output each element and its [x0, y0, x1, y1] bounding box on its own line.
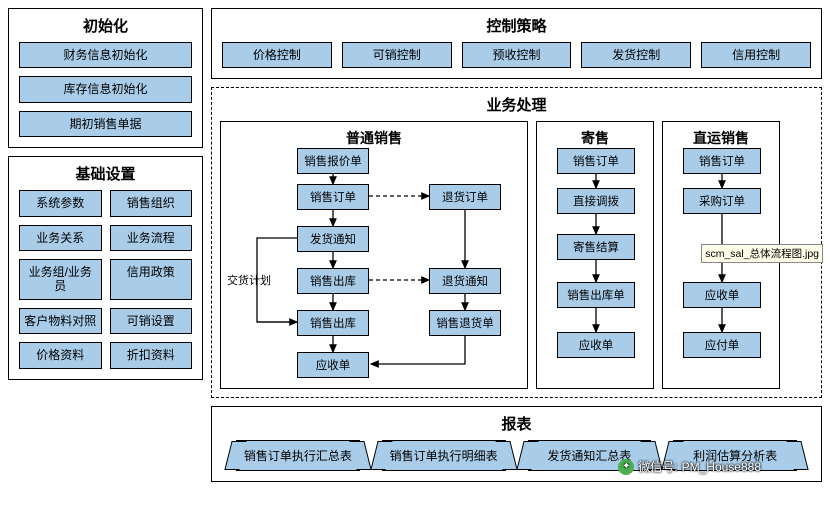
consign-transfer: 直接调拨 — [557, 188, 635, 214]
direct-order: 销售订单 — [683, 148, 761, 174]
consign-recv: 应收单 — [557, 332, 635, 358]
panel-base: 基础设置 系统参数 销售组织 业务关系 业务流程 业务组/业务员 信用政策 客户… — [8, 156, 203, 379]
label-delivery-plan: 交货计划 — [227, 272, 271, 288]
control-item: 发货控制 — [581, 42, 691, 68]
watermark-label: 微信号: — [638, 458, 677, 475]
node-out: 销售出库 — [297, 268, 369, 294]
node-order: 销售订单 — [297, 184, 369, 210]
wechat-icon: ✦ — [618, 459, 634, 475]
control-item: 预收控制 — [462, 42, 572, 68]
base-item: 客户物料对照 — [19, 308, 102, 334]
left-column: 初始化 财务信息初始化 库存信息初始化 期初销售单据 基础设置 系统参数 销售组… — [8, 8, 203, 482]
init-item: 库存信息初始化 — [19, 76, 192, 102]
panel-control: 控制策略 价格控制 可销控制 预收控制 发货控制 信用控制 — [211, 8, 822, 79]
watermark-id: PM_House888 — [682, 460, 761, 474]
right-column: 控制策略 价格控制 可销控制 预收控制 发货控制 信用控制 业务处理 普通销售 — [211, 8, 822, 482]
direct-pay: 应付单 — [683, 332, 761, 358]
panel-init-title: 初始化 — [19, 15, 192, 36]
consign-order: 销售订单 — [557, 148, 635, 174]
base-item: 业务组/业务员 — [19, 259, 102, 300]
panel-direct-title: 直运销售 — [669, 128, 773, 148]
node-ret-notify: 退货通知 — [429, 268, 501, 294]
node-ret-order: 退货订单 — [429, 184, 501, 210]
node-notify: 发货通知 — [297, 226, 369, 252]
base-item: 业务关系 — [19, 225, 102, 251]
panel-consign-title: 寄售 — [543, 128, 647, 148]
image-tooltip: scm_sal_总体流程图.jpg — [701, 244, 823, 263]
report-item: 销售订单执行明细表 — [382, 440, 506, 471]
consign-settle: 寄售结算 — [557, 234, 635, 260]
base-item: 销售组织 — [110, 190, 193, 216]
panel-normal-title: 普通销售 — [227, 128, 521, 148]
control-item: 信用控制 — [701, 42, 811, 68]
direct-po: 采购订单 — [683, 188, 761, 214]
panel-consign: 寄售 销售订单 直接调拨 寄售结算 销售出库单 应收单 — [536, 121, 654, 389]
node-ret-doc: 销售退货单 — [429, 310, 501, 336]
panel-normal: 普通销售 — [220, 121, 528, 389]
panel-base-title: 基础设置 — [19, 163, 192, 184]
base-item: 信用政策 — [110, 259, 193, 300]
consign-out: 销售出库单 — [557, 282, 635, 308]
init-item: 财务信息初始化 — [19, 42, 192, 68]
panel-biz: 业务处理 普通销售 — [211, 87, 822, 398]
direct-recv: 应收单 — [683, 282, 761, 308]
report-item: 销售订单执行汇总表 — [236, 440, 360, 471]
node-out2: 销售出库 — [297, 310, 369, 336]
diagram-root: 初始化 财务信息初始化 库存信息初始化 期初销售单据 基础设置 系统参数 销售组… — [8, 8, 822, 482]
node-recv: 应收单 — [297, 352, 369, 378]
base-item: 折扣资料 — [110, 342, 193, 368]
base-item: 价格资料 — [19, 342, 102, 368]
panel-reports: 报表 销售订单执行汇总表 销售订单执行明细表 发货通知汇总表 利润估算分析表 ✦… — [211, 406, 822, 482]
init-item: 期初销售单据 — [19, 111, 192, 137]
base-item: 业务流程 — [110, 225, 193, 251]
base-item: 可销设置 — [110, 308, 193, 334]
panel-init: 初始化 财务信息初始化 库存信息初始化 期初销售单据 — [8, 8, 203, 148]
panel-biz-title: 业务处理 — [220, 94, 813, 115]
panel-control-title: 控制策略 — [222, 15, 811, 36]
node-quote: 销售报价单 — [297, 148, 369, 174]
base-item: 系统参数 — [19, 190, 102, 216]
control-item: 可销控制 — [342, 42, 452, 68]
watermark: ✦ 微信号: PM_House888 — [618, 458, 761, 475]
control-item: 价格控制 — [222, 42, 332, 68]
panel-reports-title: 报表 — [222, 413, 811, 434]
